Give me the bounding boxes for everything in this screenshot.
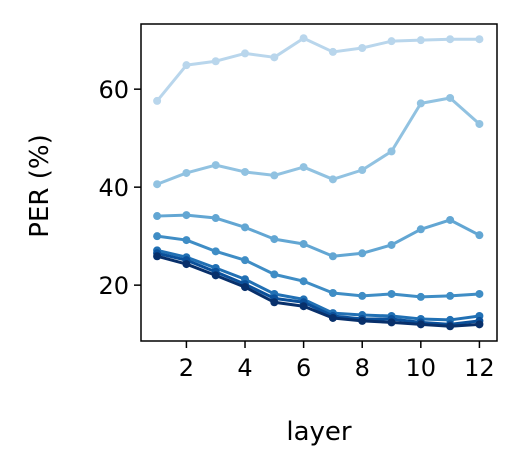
point	[153, 232, 162, 241]
point	[387, 240, 396, 249]
x-tick-label: 8	[355, 354, 370, 382]
point	[358, 249, 367, 258]
series-line	[155, 36, 480, 102]
point	[416, 99, 425, 108]
point	[416, 320, 425, 329]
point	[446, 93, 455, 102]
point	[387, 289, 396, 298]
point	[182, 211, 191, 220]
x-tick-label: 6	[296, 354, 311, 382]
point	[446, 291, 455, 300]
point	[153, 252, 162, 261]
x-tick-label: 10	[406, 354, 437, 382]
point	[416, 292, 425, 301]
point	[211, 271, 220, 280]
x-tick-label: 4	[237, 354, 252, 382]
point	[182, 260, 191, 269]
point	[182, 168, 191, 177]
point	[328, 175, 337, 184]
point	[328, 313, 337, 322]
point	[182, 236, 191, 245]
series-line	[156, 254, 480, 328]
point	[241, 49, 250, 58]
point	[328, 288, 337, 297]
point	[211, 161, 220, 170]
point	[387, 318, 396, 327]
point	[299, 34, 308, 43]
point	[446, 322, 455, 331]
point	[446, 35, 455, 44]
point	[270, 270, 279, 279]
plot-frame	[140, 23, 498, 342]
series-line	[156, 96, 481, 186]
y-axis-label: PER (%)	[25, 134, 55, 237]
point	[416, 225, 425, 234]
point	[211, 214, 220, 223]
y-tick-label: 60	[98, 76, 129, 104]
point	[182, 61, 191, 70]
point	[241, 256, 250, 265]
point	[153, 180, 162, 189]
point	[153, 96, 162, 105]
series-line	[157, 213, 481, 258]
point	[328, 252, 337, 261]
point	[270, 171, 279, 180]
series-line	[156, 234, 480, 299]
point	[270, 235, 279, 244]
point	[211, 57, 220, 66]
series-line	[156, 248, 480, 322]
point	[241, 167, 250, 176]
point	[358, 291, 367, 300]
point	[241, 223, 250, 232]
point	[475, 35, 484, 44]
x-axis-label: layer	[286, 417, 352, 447]
point	[358, 166, 367, 175]
point	[211, 247, 220, 256]
point	[387, 147, 396, 156]
point	[299, 163, 308, 172]
point	[270, 53, 279, 62]
point	[299, 277, 308, 286]
y-tick-label: 20	[98, 272, 129, 300]
series-line	[156, 251, 480, 326]
point	[475, 289, 484, 298]
point	[446, 215, 455, 224]
point	[358, 316, 367, 325]
point	[299, 302, 308, 311]
y-tick-label: 40	[98, 174, 129, 202]
point	[270, 298, 279, 307]
point	[475, 320, 484, 329]
point	[153, 212, 162, 221]
point	[358, 44, 367, 53]
point	[387, 37, 396, 46]
point	[475, 231, 484, 240]
point	[241, 283, 250, 292]
point	[475, 119, 484, 128]
point	[328, 47, 337, 56]
x-tick-label: 2	[179, 354, 194, 382]
point	[416, 36, 425, 45]
x-tick-label: 12	[464, 354, 495, 382]
point	[299, 239, 308, 248]
